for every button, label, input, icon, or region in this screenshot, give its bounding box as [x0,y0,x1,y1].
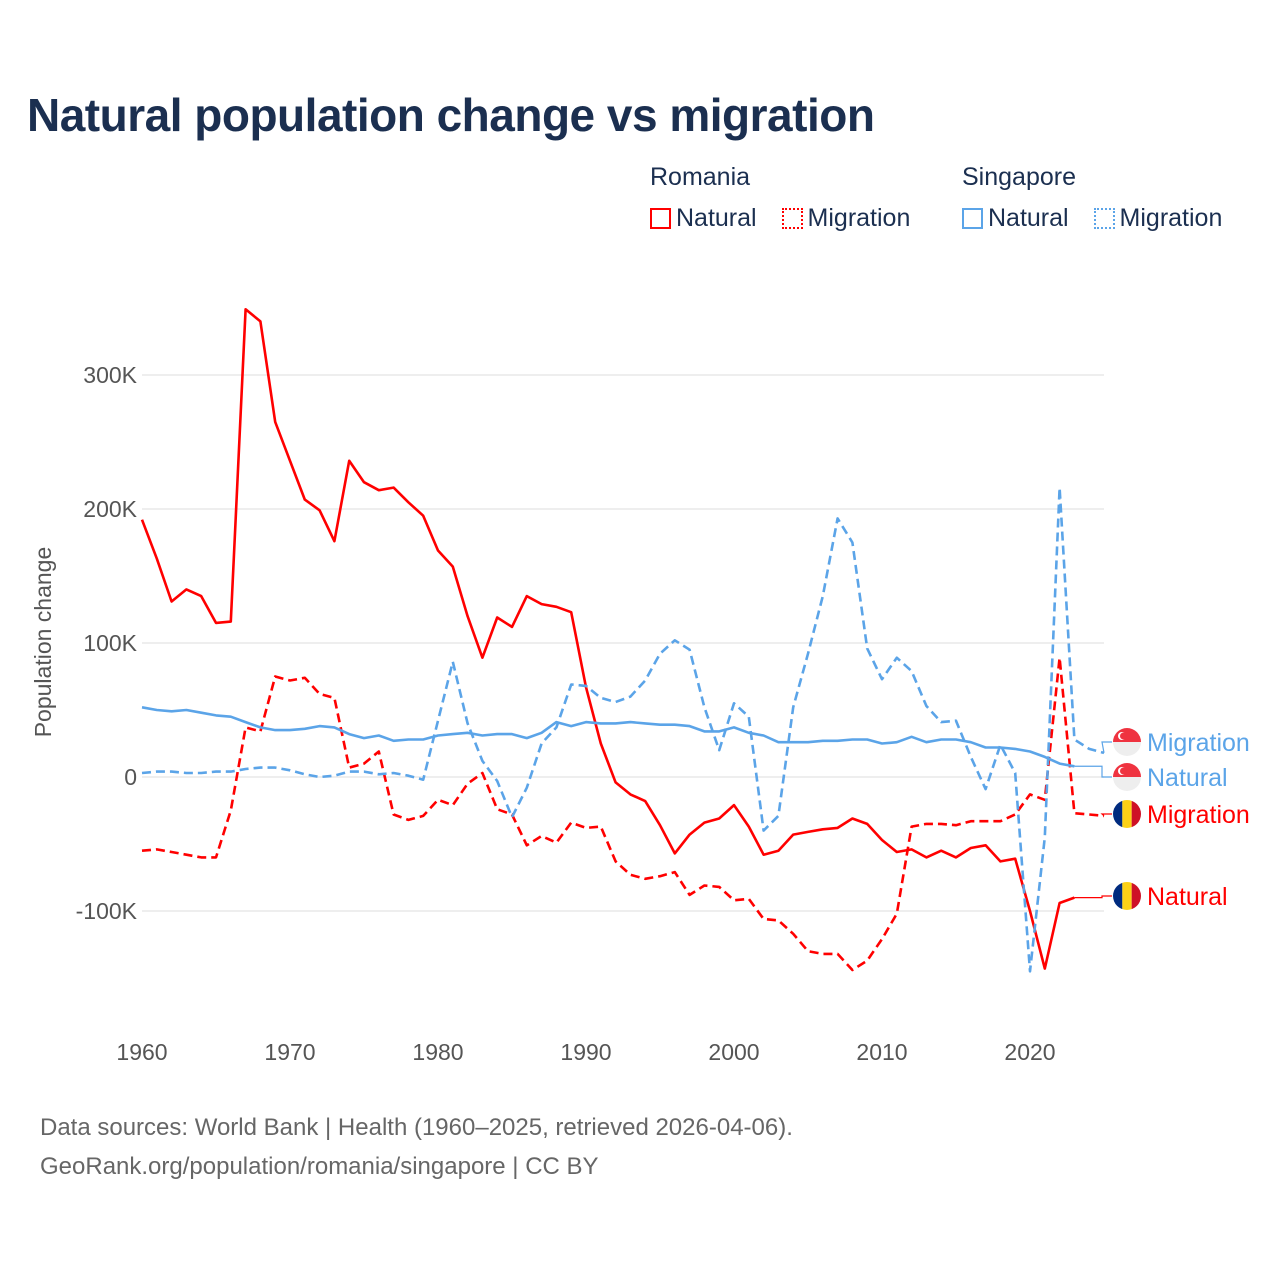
legend-item-singapore-migration[interactable]: Migration [1093,204,1223,233]
y-tick-label: 300K [83,362,137,388]
x-tick-label: 2020 [1004,1039,1055,1065]
source-link[interactable]: GeoRank.org/population/romania/singapore… [40,1153,599,1180]
source-note: Data sources: World Bank | Health (1960–… [40,1114,793,1141]
line-chart: -100K 0 100K 200K 300K 1960 1970 1980 1990 2000 20… [30,308,1250,1065]
x-tick-label: 1960 [116,1039,167,1065]
y-tick-label: -100K [76,898,138,924]
legend-label: Migration [807,204,911,232]
chart-title: Natural population change vs migration [27,89,875,141]
x-tick-label: 2010 [856,1039,907,1065]
y-tick-label: 100K [83,630,137,656]
series-line-romania-migration[interactable] [141,656,1105,972]
legend-item-romania-natural[interactable]: Natural [650,204,757,233]
legend-group-title: Romania [650,163,751,191]
y-tick-label: 0 [124,764,137,790]
legend-romania: Romania Natural Migration [650,163,928,236]
legend-swatch-dotted [781,208,803,229]
legend-swatch-dotted [1093,208,1115,229]
romania-flag-icon [1113,882,1141,910]
y-tick-label: 200K [83,496,137,522]
end-label-singapore-natural: Natural [1147,764,1228,792]
singapore-flag-icon [1113,728,1141,756]
end-label-singapore-migration: Migration [1147,729,1250,757]
x-tick-label: 2000 [708,1039,759,1065]
series-line-romania-natural[interactable] [140,308,1075,970]
x-tick-label: 1970 [264,1039,315,1065]
legend-label: Natural [676,204,757,232]
footer: Data sources: World Bank | Health (1960–… [40,1108,793,1186]
label-connector [1101,741,1112,753]
end-label-romania-migration: Migration [1147,801,1250,829]
legend-label: Migration [1119,204,1223,232]
legend-group-title: Singapore [962,163,1076,191]
label-connector [1074,765,1112,778]
legend-label: Natural [988,204,1069,232]
label-connector [1100,813,1112,817]
y-axis-label: Population change [30,547,56,738]
singapore-flag-icon [1113,763,1141,791]
x-tick-label: 1990 [560,1039,611,1065]
series-line-singapore-natural[interactable] [141,706,1075,768]
legend-item-romania-migration[interactable]: Migration [781,204,911,233]
series-line-singapore-migration[interactable] [141,486,1105,973]
label-connector [1074,895,1112,899]
end-label-romania-natural: Natural [1147,883,1228,911]
romania-flag-icon [1113,800,1141,828]
legend-item-singapore-natural[interactable]: Natural [962,204,1069,233]
legend-swatch-solid [962,208,983,229]
x-tick-label: 1980 [412,1039,463,1065]
legend-swatch-solid [650,208,671,229]
legend-singapore: Singapore Natural Migration [962,163,1222,236]
